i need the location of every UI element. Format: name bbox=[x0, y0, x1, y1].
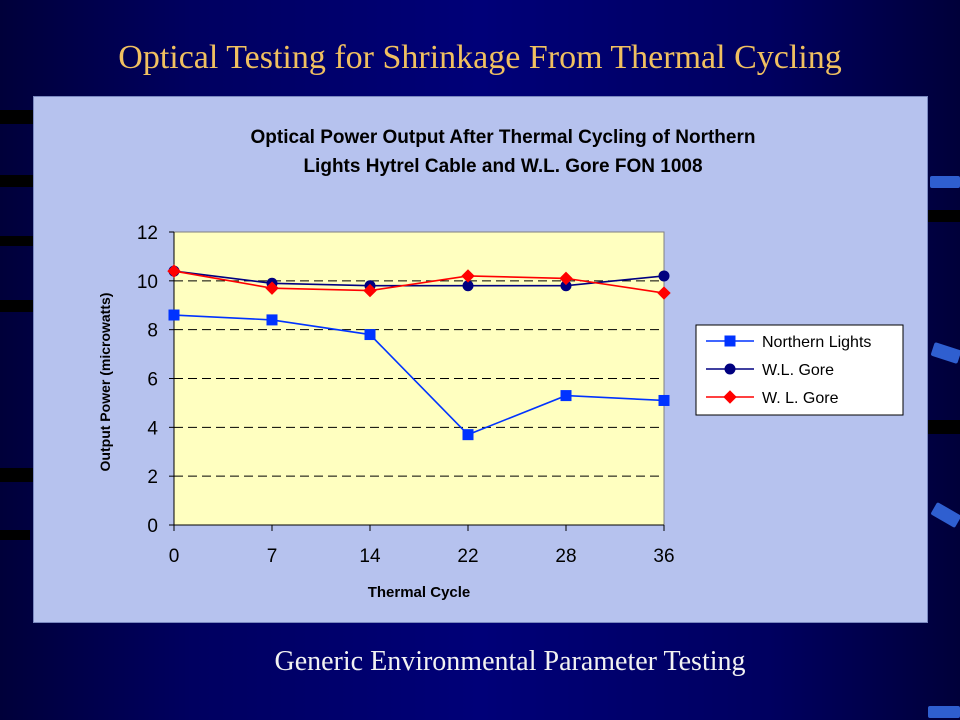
x-axis-label: Thermal Cycle bbox=[368, 584, 471, 601]
y-tick-label: 10 bbox=[137, 272, 158, 293]
y-axis-label: Output Power (microwatts) bbox=[97, 293, 113, 472]
decorative-bar bbox=[930, 501, 960, 529]
decorative-bar bbox=[0, 236, 50, 246]
data-point bbox=[658, 270, 670, 282]
legend-label: W. L. Gore bbox=[762, 390, 839, 407]
data-point bbox=[167, 264, 181, 278]
data-point bbox=[461, 269, 475, 283]
data-point bbox=[364, 329, 376, 341]
data-point bbox=[657, 286, 671, 300]
line-chart: Optical Power Output After Thermal Cycli… bbox=[97, 127, 904, 601]
footer-caption: Generic Environmental Parameter Testing bbox=[274, 646, 746, 677]
series-line bbox=[173, 314, 665, 436]
data-point bbox=[658, 394, 670, 406]
y-tick-label: 2 bbox=[147, 467, 158, 488]
legend-label: Northern Lights bbox=[762, 334, 871, 351]
x-tick-label: 22 bbox=[457, 546, 478, 567]
slide-title: Optical Testing for Shrinkage From Therm… bbox=[118, 39, 842, 76]
y-tick-label: 4 bbox=[147, 418, 158, 439]
legend-swatch-marker bbox=[724, 363, 736, 375]
y-tick-label: 8 bbox=[147, 321, 158, 342]
legend-label: W.L. Gore bbox=[762, 362, 834, 379]
decorative-bar bbox=[928, 706, 960, 718]
legend-swatch-marker bbox=[723, 390, 737, 404]
decorative-bar bbox=[0, 175, 40, 187]
decorative-bar bbox=[0, 530, 30, 540]
x-tick-label: 7 bbox=[267, 546, 278, 567]
x-tick-label: 36 bbox=[653, 546, 674, 567]
data-point bbox=[168, 309, 180, 321]
series-line bbox=[173, 270, 665, 287]
decorative-bar bbox=[0, 300, 36, 312]
chart-title-line-1: Optical Power Output After Thermal Cycli… bbox=[251, 127, 756, 148]
chart-panel: Optical Power Output After Thermal Cycli… bbox=[33, 96, 928, 623]
series-line bbox=[173, 270, 665, 294]
data-point bbox=[559, 271, 573, 286]
y-tick-label: 6 bbox=[147, 370, 158, 391]
x-tick-label: 0 bbox=[169, 546, 180, 567]
decorative-bar bbox=[925, 420, 960, 434]
data-point bbox=[265, 281, 279, 295]
data-point bbox=[560, 390, 572, 402]
data-point bbox=[462, 429, 474, 441]
decorative-bar bbox=[930, 342, 960, 364]
y-tick-label: 12 bbox=[137, 223, 158, 244]
data-point bbox=[266, 314, 278, 326]
legend-swatch-marker bbox=[724, 335, 736, 347]
x-tick-label: 14 bbox=[359, 546, 381, 567]
x-tick-label: 28 bbox=[555, 546, 576, 567]
decorative-bar bbox=[920, 210, 960, 222]
data-point bbox=[363, 283, 377, 298]
chart-title-line-2: Lights Hytrel Cable and W.L. Gore FON 10… bbox=[303, 156, 702, 177]
y-tick-label: 0 bbox=[147, 516, 158, 537]
decorative-bar bbox=[930, 176, 960, 188]
